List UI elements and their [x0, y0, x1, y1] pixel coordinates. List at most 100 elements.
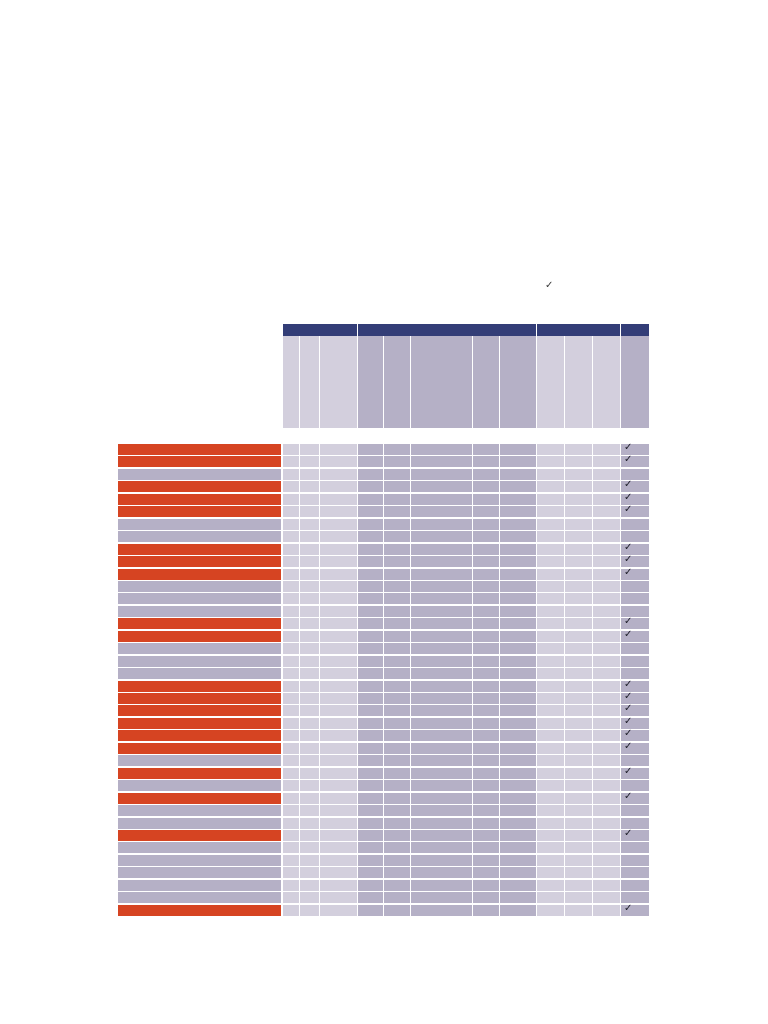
table-cell: [300, 793, 319, 804]
table-cell: [473, 618, 499, 629]
table-cell: [621, 892, 649, 903]
row-label-1: [118, 444, 281, 455]
table-cell: [283, 556, 299, 567]
table-cell: [384, 631, 410, 642]
table-cell: [300, 743, 319, 754]
table-cell: [384, 905, 410, 916]
table-cell: [473, 531, 499, 542]
table-cell: [358, 456, 383, 467]
table-cell: [565, 469, 592, 480]
table-cell: [384, 606, 410, 617]
table-cell: [283, 805, 299, 816]
table-cell: [411, 481, 472, 492]
check-mark-icon: ✓: [624, 728, 633, 739]
table-cell: [500, 631, 536, 642]
check-mark-icon: ✓: [624, 716, 633, 727]
table-cell: [473, 867, 499, 878]
table-cell: [300, 544, 319, 555]
table-cell: [300, 780, 319, 791]
table-cell: [320, 793, 357, 804]
table-cell: [411, 867, 472, 878]
table-cell: [411, 805, 472, 816]
column-header-4: [358, 336, 383, 428]
table-cell: [411, 830, 472, 841]
table-cell: [384, 593, 410, 604]
table-cell: [621, 905, 649, 916]
table-cell: [473, 818, 499, 829]
table-cell: [565, 519, 592, 530]
table-cell: [473, 519, 499, 530]
table-cell: [358, 506, 383, 517]
check-mark-icon: ✓: [624, 679, 633, 690]
table-cell: [283, 606, 299, 617]
table-cell: [593, 668, 620, 679]
table-cell: [358, 780, 383, 791]
header-group-1: [283, 324, 357, 336]
table-cell: [500, 506, 536, 517]
table-cell: [300, 444, 319, 455]
table-cell: [500, 668, 536, 679]
table-cell: [593, 456, 620, 467]
table-cell: [593, 830, 620, 841]
table-cell: [537, 818, 564, 829]
table-cell: [411, 506, 472, 517]
table-cell: [384, 693, 410, 704]
table-cell: [500, 905, 536, 916]
table-cell: [300, 855, 319, 866]
table-cell: [500, 519, 536, 530]
table-cell: [621, 481, 649, 492]
column-header-7: [473, 336, 499, 428]
table-cell: [384, 743, 410, 754]
table-cell: [411, 730, 472, 741]
row-label-22: [118, 705, 281, 716]
table-cell: [473, 793, 499, 804]
table-cell: [358, 556, 383, 567]
table-cell: [537, 569, 564, 580]
header-group-3: [537, 324, 620, 336]
table-cell: [411, 892, 472, 903]
table-cell: [358, 681, 383, 692]
table-cell: [358, 606, 383, 617]
table-cell: [621, 444, 649, 455]
table-cell: [300, 569, 319, 580]
table-cell: [358, 593, 383, 604]
table-cell: [320, 830, 357, 841]
table-cell: [537, 705, 564, 716]
table-cell: [473, 668, 499, 679]
table-cell: [283, 730, 299, 741]
table-cell: [384, 656, 410, 667]
table-cell: [411, 880, 472, 891]
table-cell: [593, 793, 620, 804]
table-cell: [593, 693, 620, 704]
table-cell: [283, 668, 299, 679]
table-cell: [593, 531, 620, 542]
table-cell: [358, 842, 383, 853]
table-cell: [565, 668, 592, 679]
table-cell: [283, 755, 299, 766]
table-cell: [565, 544, 592, 555]
table-cell: [358, 880, 383, 891]
table-cell: [473, 456, 499, 467]
check-mark-icon: ✓: [624, 903, 633, 914]
table-cell: [384, 494, 410, 505]
table-cell: [320, 743, 357, 754]
table-cell: [411, 768, 472, 779]
table-cell: [565, 768, 592, 779]
table-cell: [283, 643, 299, 654]
table-cell: [411, 494, 472, 505]
table-cell: [565, 780, 592, 791]
table-cell: [500, 681, 536, 692]
check-mark-icon: ✓: [624, 479, 633, 490]
table-cell: [384, 444, 410, 455]
row-label-38: [118, 905, 281, 916]
table-cell: [384, 531, 410, 542]
table-cell: [565, 892, 592, 903]
table-cell: [300, 892, 319, 903]
table-cell: [473, 444, 499, 455]
table-cell: [593, 444, 620, 455]
table-cell: [283, 519, 299, 530]
table-cell: [621, 880, 649, 891]
table-cell: [283, 531, 299, 542]
table-cell: [537, 481, 564, 492]
check-mark-icon: ✓: [624, 766, 633, 777]
